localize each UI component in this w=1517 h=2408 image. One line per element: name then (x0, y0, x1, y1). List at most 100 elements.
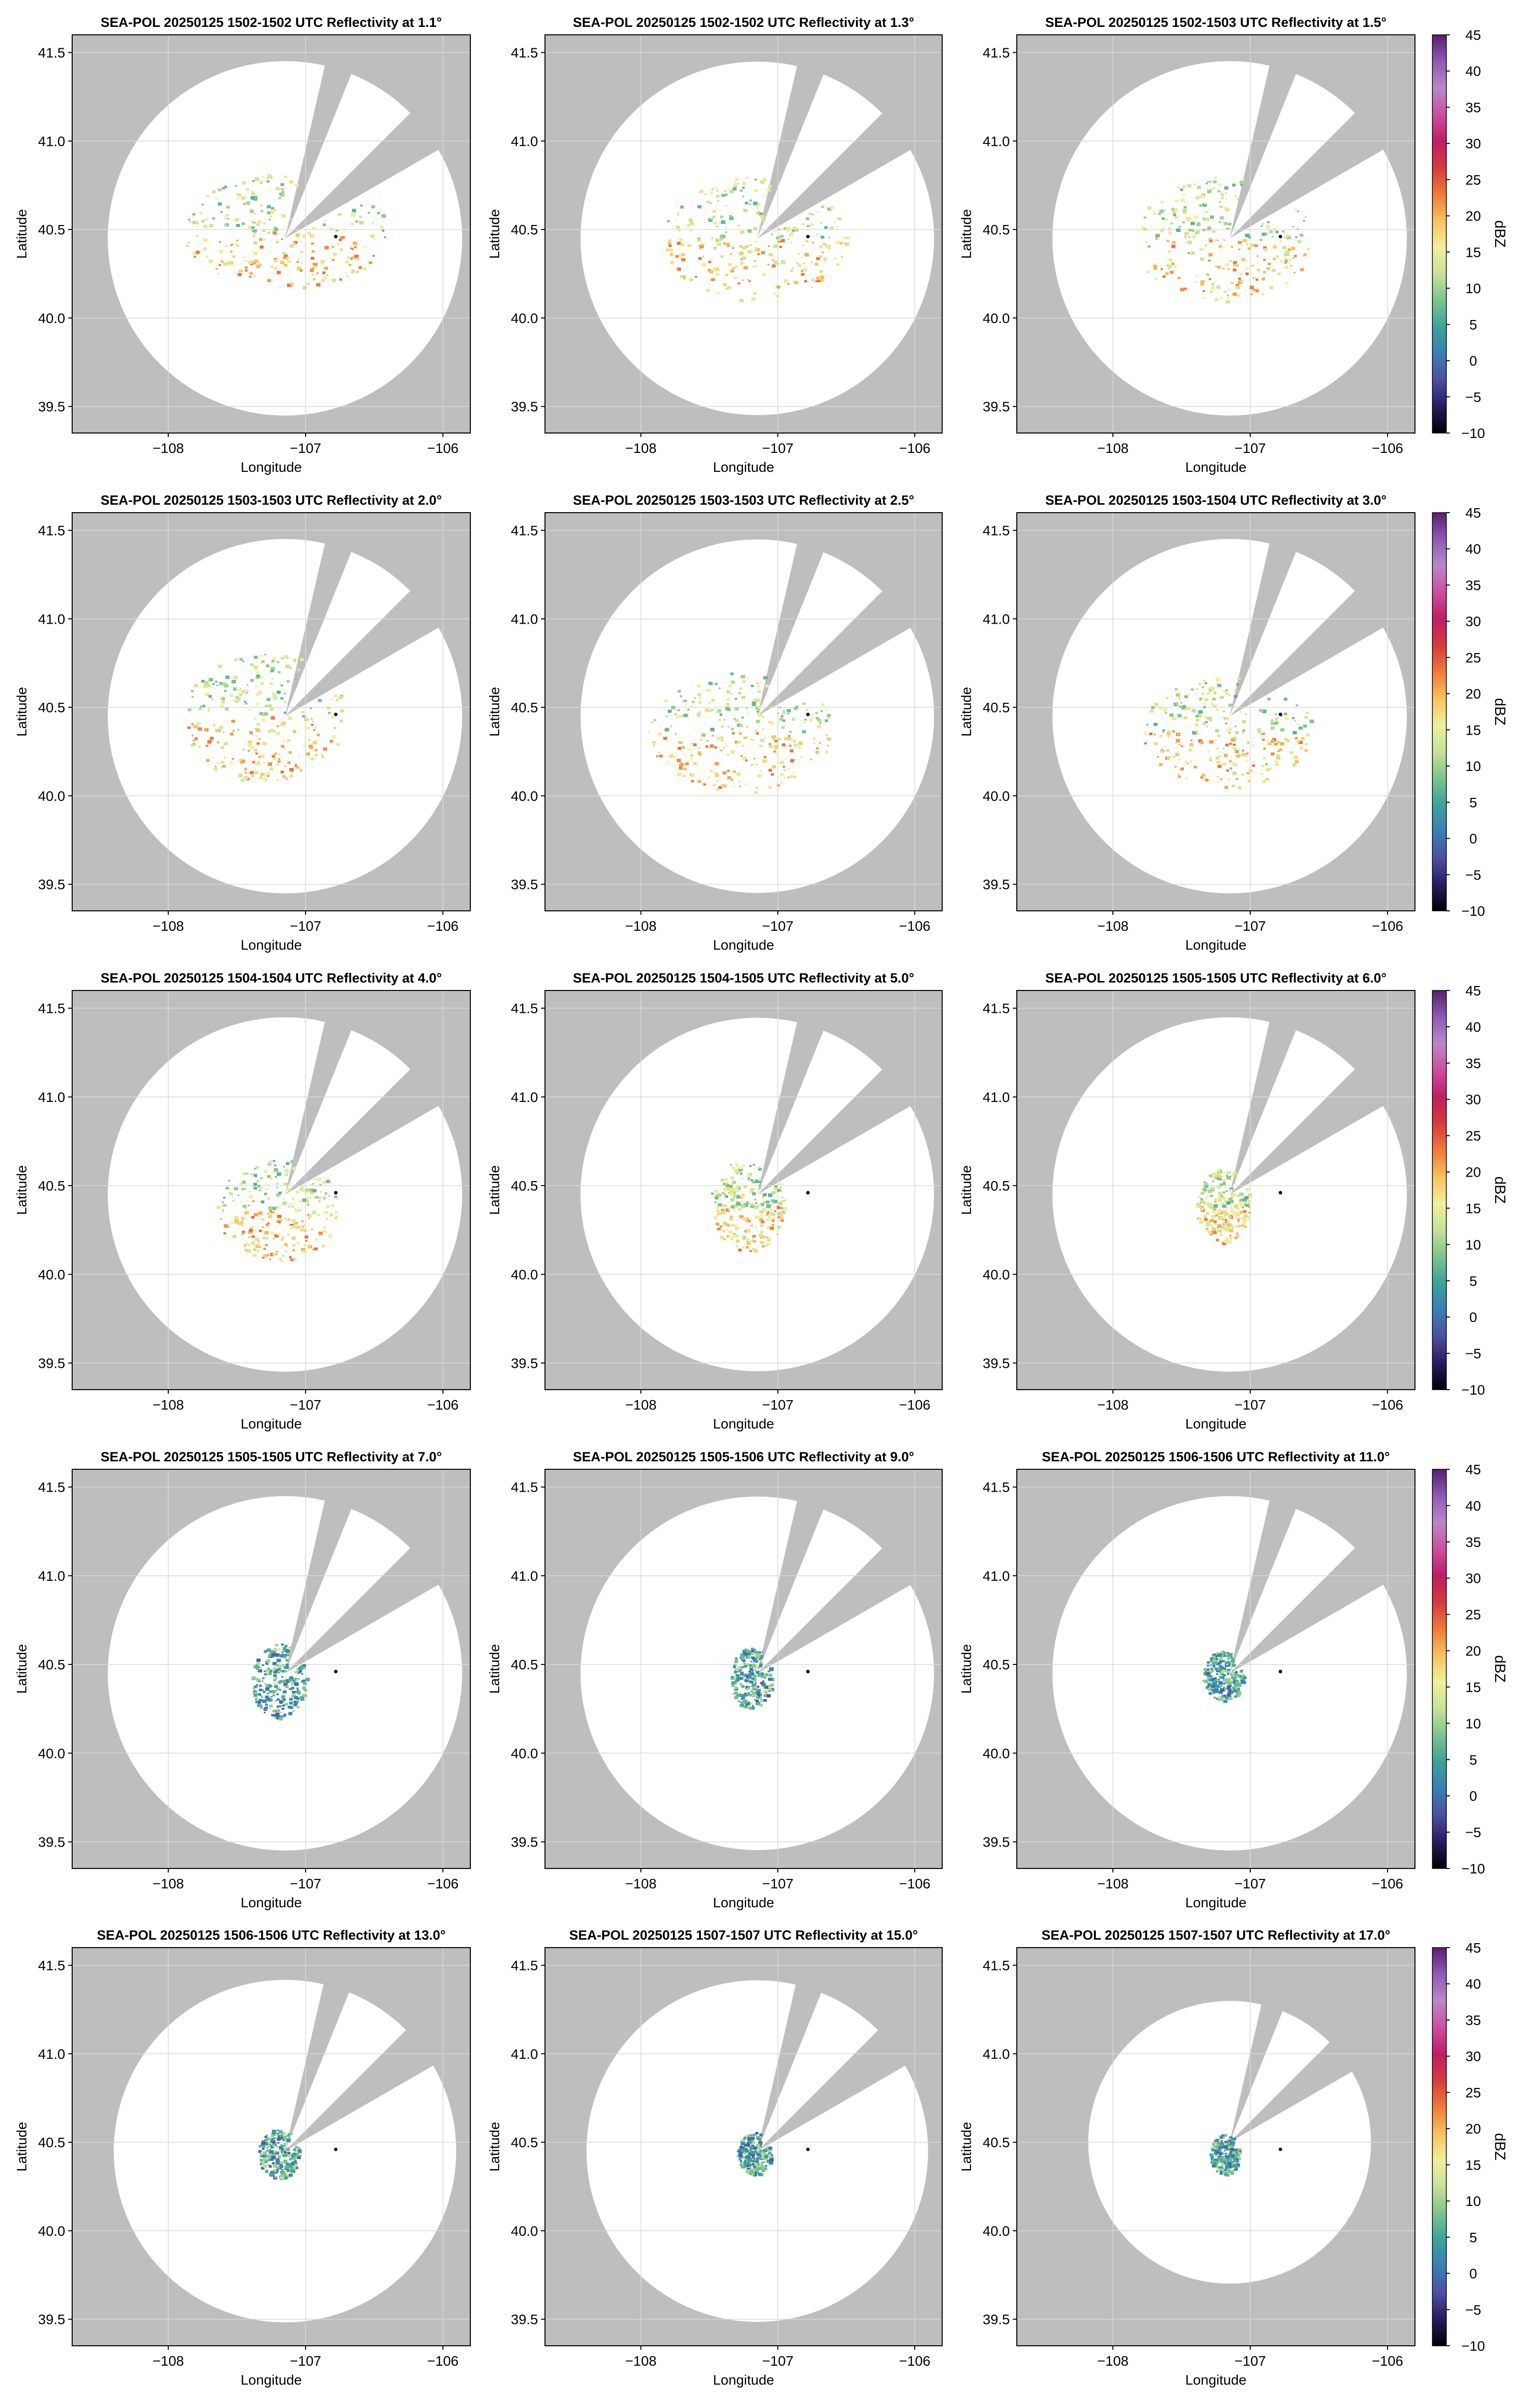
reflectivity-cell (769, 1226, 774, 1230)
reflectivity-cell (1181, 745, 1183, 748)
reflectivity-cell (1262, 739, 1265, 741)
reflectivity-cell (1218, 221, 1221, 223)
reflectivity-cell (297, 1671, 301, 1674)
reflectivity-cell (368, 261, 372, 264)
reflectivity-cell (302, 1223, 306, 1227)
reflectivity-cell (663, 737, 667, 740)
reflectivity-cell (1194, 232, 1197, 234)
reflectivity-cell (1195, 281, 1197, 283)
reflectivity-cell (1269, 767, 1272, 770)
reflectivity-cell (220, 766, 223, 768)
reflectivity-cell (1219, 206, 1223, 209)
reflectivity-cell (827, 745, 829, 747)
y-tick-label: 39.5 (983, 2312, 1010, 2327)
reflectivity-cell (749, 2147, 751, 2149)
reflectivity-cell (745, 1705, 748, 1708)
reflectivity-cell (732, 1181, 736, 1184)
reflectivity-cell (816, 276, 820, 279)
colorbar-tick-label: 20 (1465, 209, 1481, 224)
reflectivity-cell (779, 234, 784, 238)
reflectivity-cell (1306, 248, 1310, 250)
reflectivity-cell (1229, 760, 1232, 763)
reflectivity-cell (716, 195, 720, 198)
reflectivity-cell (329, 740, 333, 743)
reflectivity-cell (290, 1258, 294, 1261)
reflectivity-cell (284, 2136, 287, 2138)
reflectivity-cell (1213, 2152, 1216, 2155)
reflectivity-cell (716, 225, 718, 227)
reflectivity-cell (1216, 1679, 1220, 1682)
reflectivity-cell (252, 1687, 255, 1690)
reflectivity-cell (248, 709, 251, 711)
reflectivity-cell (825, 734, 828, 737)
reflectivity-cell (269, 2149, 272, 2151)
reflectivity-cell (1212, 1688, 1217, 1692)
reflectivity-cell (322, 1181, 326, 1184)
reflectivity-cell (323, 1229, 327, 1233)
reflectivity-cell (263, 712, 268, 716)
reflectivity-cell (312, 721, 314, 722)
reflectivity-cell (306, 752, 310, 756)
reflectivity-cell (1202, 722, 1206, 725)
reflectivity-cell (736, 1164, 739, 1167)
reflectivity-cell (315, 749, 318, 752)
reflectivity-cell (220, 704, 224, 707)
reflectivity-cell (223, 757, 226, 759)
reflectivity-cell (1244, 1225, 1247, 1228)
reflectivity-cell (278, 197, 282, 200)
reflectivity-cell (222, 1208, 224, 1210)
reflectivity-cell (822, 251, 824, 253)
reflectivity-cell (253, 1183, 257, 1186)
reflectivity-cell (815, 751, 819, 754)
reflectivity-cell (684, 699, 687, 702)
reflectivity-cell (764, 737, 766, 739)
reflectivity-cell (307, 231, 311, 235)
reflectivity-cell (750, 1179, 754, 1182)
reflectivity-cell (1228, 2136, 1231, 2139)
reflectivity-cell (763, 2161, 765, 2163)
x-axis-label: Longitude (240, 2372, 302, 2388)
reflectivity-cell (1228, 2145, 1231, 2147)
y-tick-label: 40.0 (511, 788, 539, 804)
reflectivity-cell (807, 225, 809, 227)
reflectivity-cell (761, 1235, 766, 1239)
reflectivity-cell (743, 1662, 746, 1664)
reflectivity-cell (1218, 245, 1222, 248)
reflectivity-cell (756, 1702, 760, 1706)
reflectivity-cell (716, 1206, 719, 1209)
reflectivity-cell (286, 2163, 290, 2167)
reflectivity-cell (1244, 1196, 1249, 1200)
reflectivity-cell (738, 2151, 743, 2155)
reflectivity-cell (259, 204, 263, 207)
reflectivity-cell (712, 216, 716, 219)
reflectivity-cell (1195, 719, 1199, 722)
reflectivity-cell (331, 246, 334, 248)
reflectivity-cell (735, 719, 739, 722)
reflectivity-cell (1226, 1656, 1231, 1660)
reflectivity-cell (782, 719, 786, 722)
reflectivity-cell (752, 2155, 755, 2158)
y-tick-label: 41.0 (38, 1568, 66, 1584)
reflectivity-cell (679, 275, 683, 278)
reflectivity-cell (1193, 766, 1197, 768)
reflectivity-cell (1215, 1690, 1219, 1693)
y-tick-label: 41.5 (983, 1001, 1010, 1016)
reflectivity-cell (321, 279, 325, 283)
reflectivity-cell (1146, 724, 1149, 726)
reflectivity-cell (1222, 1191, 1225, 1194)
reflectivity-cell (377, 212, 380, 215)
reflectivity-cell (252, 1200, 255, 1202)
reflectivity-cell (677, 214, 679, 216)
reflectivity-cell (783, 227, 786, 230)
y-tick-label: 40.0 (38, 2223, 66, 2239)
reflectivity-cell (319, 1184, 322, 1186)
reflectivity-cell (262, 1677, 265, 1679)
reflectivity-cell (730, 1215, 733, 1217)
reflectivity-cell (744, 1230, 748, 1233)
reflectivity-cell (771, 1225, 774, 1227)
reflectivity-cell (1191, 688, 1194, 691)
reflectivity-cell (264, 2160, 268, 2164)
reflectivity-cell (733, 1665, 736, 1668)
reflectivity-cell (1195, 688, 1198, 690)
reflectivity-cell (1227, 1684, 1231, 1687)
